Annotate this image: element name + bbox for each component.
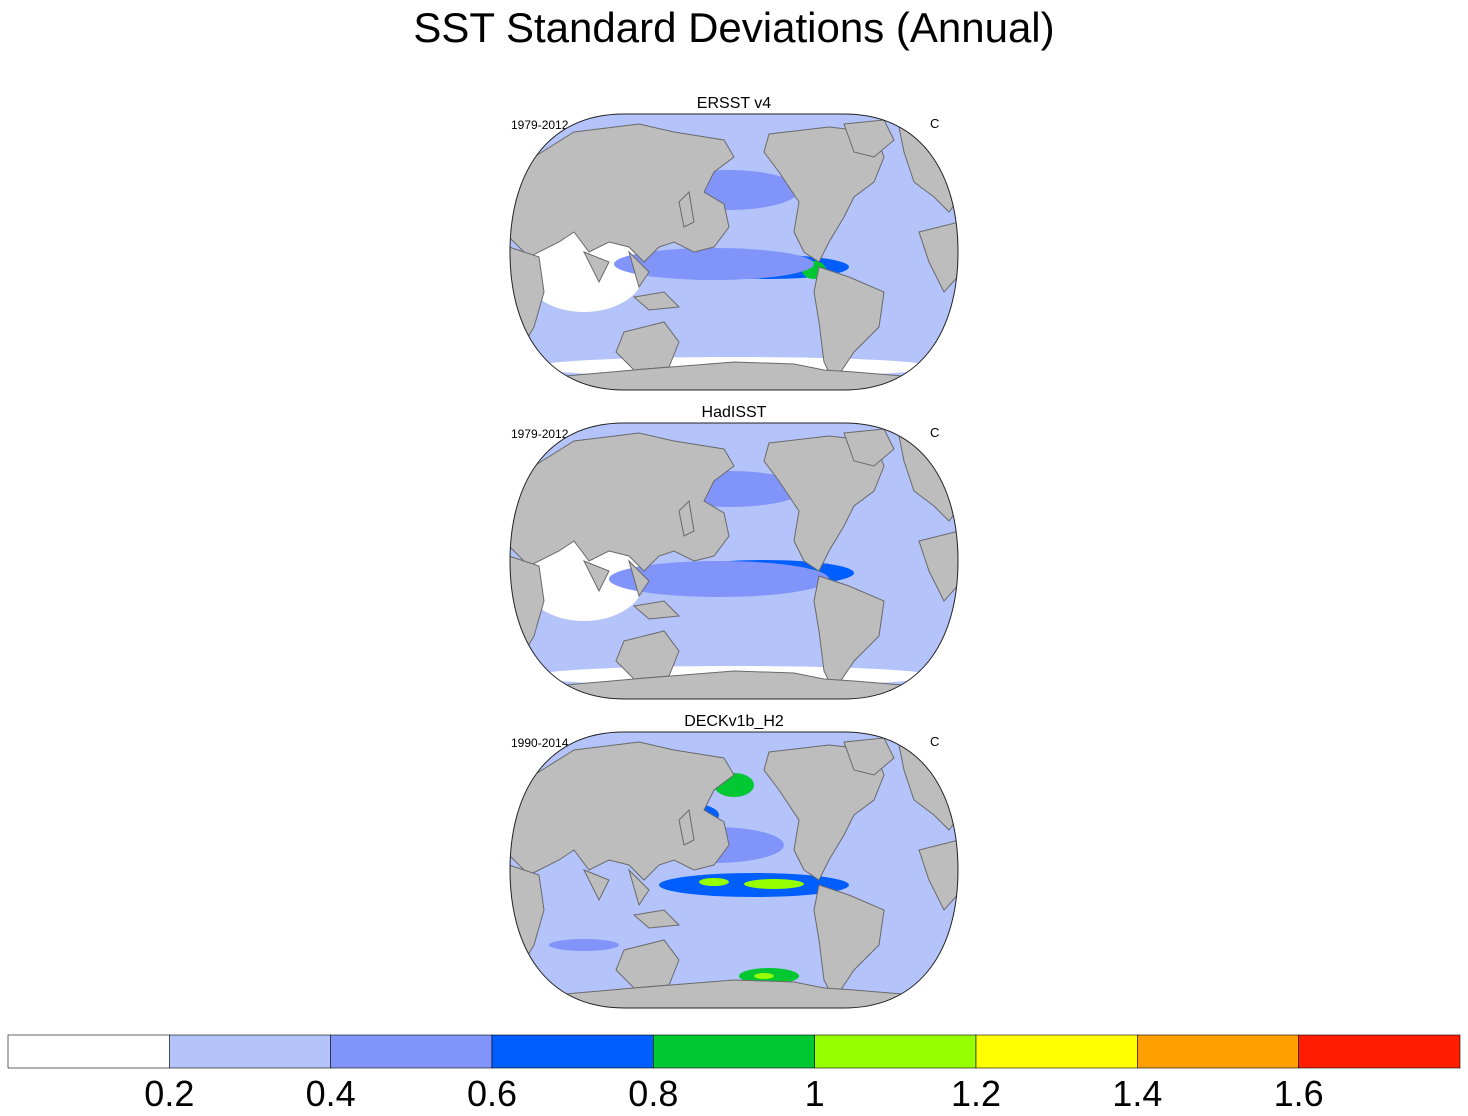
continent	[632, 909, 681, 929]
colorbar-tick-label: 1	[804, 1073, 825, 1114]
colorbar-swatch	[491, 1034, 654, 1069]
colorbar-tick-label: 1.6	[1273, 1073, 1324, 1114]
continent	[678, 190, 695, 228]
continent	[582, 560, 610, 593]
map-border	[509, 422, 959, 700]
map-border	[509, 731, 959, 1009]
continent	[627, 250, 650, 289]
colorbar-tick-label: 1.4	[1112, 1073, 1163, 1114]
sd-contour-7	[549, 939, 619, 951]
colorbar-swatch	[7, 1034, 170, 1069]
panel-3-units: C	[930, 734, 940, 749]
panel-3-period: 1990-2014	[511, 736, 569, 750]
continent	[918, 530, 958, 602]
sd-contour-4	[699, 878, 729, 886]
continent	[627, 868, 650, 907]
figure-title: SST Standard Deviations (Annual)	[413, 4, 1055, 51]
sd-contour-4	[744, 879, 804, 889]
panel-1-period: 1979-2012	[511, 118, 569, 132]
continent	[843, 119, 895, 158]
colorbar-swatch	[1298, 1034, 1461, 1069]
sd-contour-2	[614, 248, 814, 280]
continent	[632, 600, 681, 620]
continent	[627, 559, 650, 598]
colorbar-swatch	[814, 1034, 977, 1069]
continent	[843, 428, 895, 467]
continent	[813, 575, 885, 692]
panel-2-title: HadISST	[701, 404, 767, 421]
low-sd-area	[524, 541, 644, 621]
continent	[510, 123, 735, 263]
land-mass	[510, 737, 958, 1008]
sd-contour-5	[754, 973, 774, 979]
continent	[678, 808, 695, 846]
continent	[918, 839, 958, 911]
land-mass	[510, 119, 958, 390]
panel-1-units: C	[930, 116, 940, 131]
low-sd-area	[524, 232, 644, 312]
colorbar-swatch	[1137, 1034, 1299, 1069]
panel-2-period: 1979-2012	[511, 427, 569, 441]
map-panel-3	[510, 732, 958, 1008]
continent	[813, 884, 885, 1001]
colorbar-swatch	[975, 1034, 1138, 1069]
colorbar-tick-label: 0.6	[466, 1073, 518, 1114]
colorbar-tick-label: 0.2	[144, 1073, 195, 1114]
panel-2-units: C	[930, 425, 940, 440]
colorbar-tick-label: 1.2	[950, 1073, 1002, 1114]
colorbar-tick-label: 0.8	[628, 1073, 679, 1114]
continent	[553, 670, 915, 699]
continent	[553, 361, 915, 390]
map-border	[509, 113, 959, 391]
panel-1-title: ERSST v4	[696, 95, 772, 112]
continent	[510, 432, 735, 572]
colorbar	[7, 1034, 1461, 1069]
sd-contour-2	[609, 561, 829, 597]
continent	[632, 291, 681, 311]
continent	[510, 741, 735, 881]
map-panel-1	[510, 114, 958, 390]
map-panel-2	[510, 423, 958, 699]
panel-3-title: DECKv1b_H2	[684, 713, 784, 730]
continent	[813, 266, 885, 383]
colorbar-swatch	[653, 1034, 815, 1069]
colorbar-tick-label: 0.4	[305, 1073, 356, 1114]
continent	[918, 221, 958, 293]
continent	[843, 737, 895, 776]
continent	[678, 499, 695, 537]
continent	[553, 979, 915, 1008]
continent	[582, 251, 610, 284]
continent	[582, 869, 610, 902]
maps-layer	[509, 113, 959, 1009]
colorbar-swatch	[330, 1034, 493, 1069]
land-mass	[510, 428, 958, 699]
colorbar-swatch	[169, 1034, 331, 1069]
